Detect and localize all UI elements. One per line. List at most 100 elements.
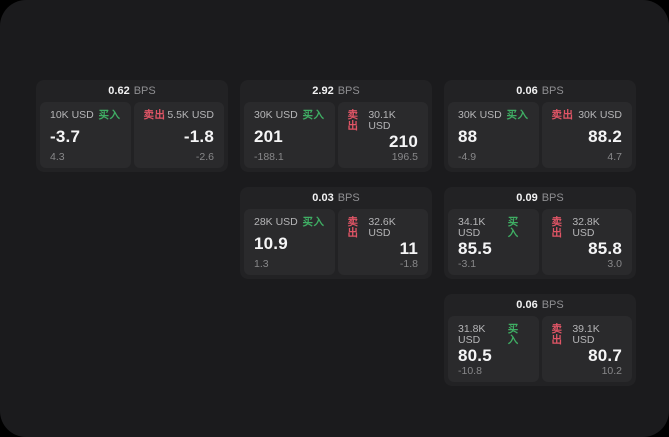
buy-side-label: 买入 [302, 109, 325, 121]
quote-card: 0.06 BPS 30K USD 买入 88 -4.9 卖出 30K USD [444, 80, 636, 172]
buy-panel[interactable]: 30K USD 买入 88 -4.9 [448, 102, 539, 168]
buy-amount: 31.8K USD [458, 323, 486, 346]
bps-header: 0.03 BPS [244, 187, 428, 209]
sell-delta: 3.0 [607, 257, 622, 270]
buy-sell-panels: 30K USD 买入 201 -188.1 卖出 30.1K USD 210 1… [244, 102, 428, 168]
sell-delta: -1.8 [399, 257, 418, 270]
sell-amount: 32.6K USD [368, 216, 396, 239]
sell-panel-top: 卖出 30K USD [552, 110, 623, 121]
sell-price: 11 [399, 238, 418, 258]
buy-delta: -3.1 [458, 257, 477, 270]
buy-panel[interactable]: 34.1K USD 买入 85.5 -3.1 [448, 209, 539, 275]
buy-amount: 34.1K USD [458, 216, 486, 239]
buy-amount: 10K USD [50, 109, 94, 121]
buy-amount: 30K USD [254, 109, 298, 121]
buy-panel[interactable]: 28K USD 买入 10.9 1.3 [244, 209, 335, 275]
bps-value: 0.62 [108, 84, 130, 97]
buy-panel-top: 30K USD 买入 [458, 110, 529, 121]
sell-panel-top: 卖出 32.8K USD [552, 217, 623, 238]
buy-panel[interactable]: 31.8K USD 买入 80.5 -10.8 [448, 316, 539, 382]
bps-header: 0.62 BPS [40, 80, 224, 102]
bps-unit-label: BPS [337, 84, 360, 97]
sell-panel[interactable]: 卖出 39.1K USD 80.7 10.2 [541, 316, 632, 382]
buy-sell-panels: 34.1K USD 买入 85.5 -3.1 卖出 32.8K USD 85.8… [448, 209, 632, 275]
bps-unit-label: BPS [337, 191, 360, 204]
buy-price: -3.7 [50, 126, 81, 146]
bps-unit-label: BPS [541, 298, 564, 311]
buy-price: 80.5 [458, 345, 492, 365]
buy-side-label: 买入 [98, 109, 121, 121]
buy-amount: 28K USD [254, 216, 298, 228]
sell-side-label: 卖出 [551, 216, 563, 239]
buy-panel-top: 34.1K USD 买入 [458, 217, 529, 238]
buy-delta: 4.3 [50, 150, 65, 163]
sell-panel[interactable]: 卖出 32.6K USD 11 -1.8 [337, 209, 428, 275]
bps-unit-label: BPS [541, 84, 564, 97]
buy-sell-panels: 28K USD 买入 10.9 1.3 卖出 32.6K USD 11 -1.8 [244, 209, 428, 275]
buy-amount: 30K USD [458, 109, 502, 121]
sell-delta: -2.6 [195, 150, 214, 163]
bps-unit-label: BPS [541, 191, 564, 204]
buy-sell-panels: 31.8K USD 买入 80.5 -10.8 卖出 39.1K USD 80.… [448, 316, 632, 382]
sell-side-label: 卖出 [551, 109, 574, 121]
bps-header: 0.06 BPS [448, 80, 632, 102]
bps-value: 2.92 [312, 84, 334, 97]
buy-delta: 1.3 [254, 257, 269, 270]
buy-side-label: 买入 [506, 109, 529, 121]
buy-side-label: 买入 [302, 216, 325, 228]
sell-amount: 32.8K USD [572, 216, 600, 239]
buy-panel-top: 28K USD 买入 [254, 217, 325, 228]
sell-panel-top: 卖出 30.1K USD [348, 110, 419, 131]
sell-amount: 30K USD [578, 109, 622, 121]
sell-delta: 4.7 [607, 150, 622, 163]
sell-price: 210 [389, 131, 418, 151]
bps-header: 0.06 BPS [448, 294, 632, 316]
sell-side-label: 卖出 [143, 109, 166, 121]
quote-card: 0.62 BPS 10K USD 买入 -3.7 4.3 卖出 5.5K USD [36, 80, 228, 172]
sell-delta: 10.2 [601, 364, 622, 377]
buy-side-label: 买入 [507, 323, 519, 346]
sell-amount: 30.1K USD [368, 109, 396, 132]
sell-panel-top: 卖出 5.5K USD [144, 110, 215, 121]
sell-panel[interactable]: 卖出 32.8K USD 85.8 3.0 [541, 209, 632, 275]
buy-panel[interactable]: 30K USD 买入 201 -188.1 [244, 102, 335, 168]
buy-side-label: 买入 [507, 216, 519, 239]
bps-value: 0.09 [516, 191, 538, 204]
sell-amount: 5.5K USD [167, 109, 214, 121]
sell-panel[interactable]: 卖出 30.1K USD 210 196.5 [337, 102, 428, 168]
bps-header: 0.09 BPS [448, 187, 632, 209]
sell-panel[interactable]: 卖出 5.5K USD -1.8 -2.6 [133, 102, 224, 168]
bps-value: 0.06 [516, 84, 538, 97]
sell-side-label: 卖出 [347, 109, 359, 132]
buy-sell-panels: 30K USD 买入 88 -4.9 卖出 30K USD 88.2 4.7 [448, 102, 632, 168]
sell-panel[interactable]: 卖出 30K USD 88.2 4.7 [541, 102, 632, 168]
sell-panel-top: 卖出 39.1K USD [552, 324, 623, 345]
bps-unit-label: BPS [133, 84, 156, 97]
buy-panel[interactable]: 10K USD 买入 -3.7 4.3 [40, 102, 131, 168]
buy-delta: -10.8 [458, 364, 482, 377]
bps-value: 0.06 [516, 298, 538, 311]
buy-price: 10.9 [254, 233, 288, 253]
sell-price: 85.8 [588, 238, 622, 258]
quote-card: 0.06 BPS 31.8K USD 买入 80.5 -10.8 卖出 39.1… [444, 294, 636, 386]
sell-side-label: 卖出 [347, 216, 359, 239]
buy-delta: -188.1 [254, 150, 284, 163]
sell-panel-top: 卖出 32.6K USD [348, 217, 419, 238]
buy-sell-panels: 10K USD 买入 -3.7 4.3 卖出 5.5K USD -1.8 -2.… [40, 102, 224, 168]
buy-delta: -4.9 [458, 150, 477, 163]
sell-amount: 39.1K USD [572, 323, 600, 346]
buy-panel-top: 30K USD 买入 [254, 110, 325, 121]
buy-price: 201 [254, 126, 283, 146]
sell-side-label: 卖出 [551, 323, 563, 346]
bps-header: 2.92 BPS [244, 80, 428, 102]
sell-price: 88.2 [588, 126, 622, 146]
bps-value: 0.03 [312, 191, 334, 204]
quote-card: 0.09 BPS 34.1K USD 买入 85.5 -3.1 卖出 32.8K… [444, 187, 636, 279]
sell-delta: 196.5 [391, 150, 418, 163]
quote-card: 0.03 BPS 28K USD 买入 10.9 1.3 卖出 32.6K US… [240, 187, 432, 279]
buy-price: 88 [458, 126, 478, 146]
buy-panel-top: 31.8K USD 买入 [458, 324, 529, 345]
buy-panel-top: 10K USD 买入 [50, 110, 121, 121]
sell-price: -1.8 [183, 126, 214, 146]
